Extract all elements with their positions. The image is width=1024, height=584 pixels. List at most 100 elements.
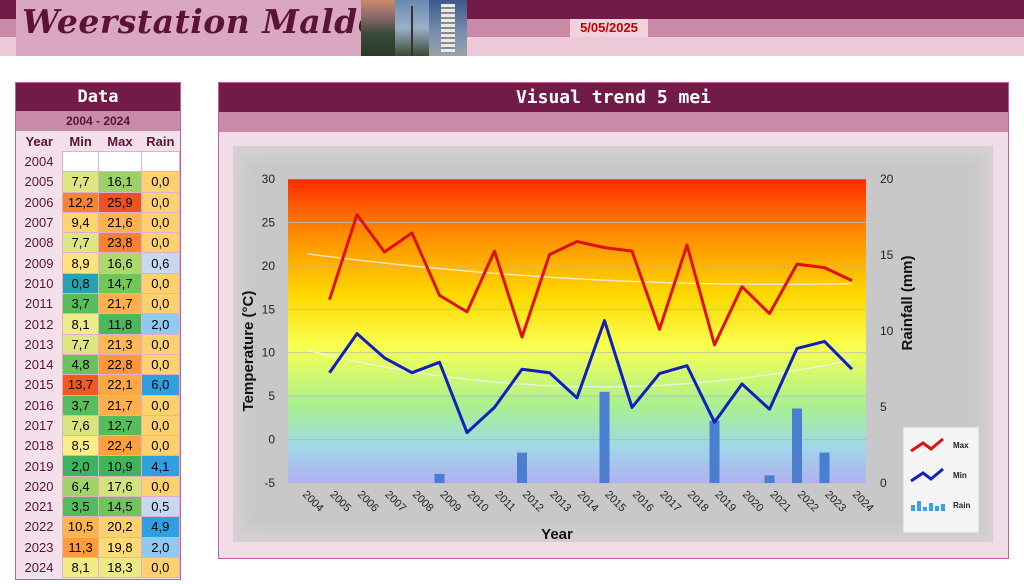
cell-max: 21,3 — [98, 333, 142, 355]
x-tick-label: 2018 — [685, 489, 711, 515]
cell-year: 2019 — [16, 455, 63, 477]
cell-rain: 0,0 — [140, 414, 181, 437]
x-tick-label: 2013 — [547, 489, 573, 515]
x-tick-label: 2014 — [575, 489, 601, 515]
x-tick-label: 2020 — [740, 489, 766, 515]
cell-year: 2005 — [16, 171, 63, 193]
cell-min: 11,3 — [61, 536, 100, 558]
cell-year: 2009 — [16, 252, 63, 274]
legend-swatch-rain-bar — [923, 507, 927, 511]
y-tick-label: 15 — [262, 302, 276, 316]
x-tick-label: 2024 — [850, 489, 876, 515]
cell-year: 2007 — [16, 212, 63, 233]
cell-min: 7,7 — [61, 333, 100, 355]
header-title-block — [16, 0, 361, 56]
legend-swatch-rain-bar — [929, 503, 933, 511]
legend-box — [902, 426, 980, 534]
table-row: 2005 7,7 16,1 0,0 — [16, 171, 181, 193]
y-tick-label: 0 — [268, 433, 275, 447]
stevenson-screen-photo — [429, 0, 467, 56]
y2-tick-label: 5 — [880, 400, 887, 414]
cell-rain: 0,0 — [140, 211, 181, 234]
column-header-max: Max — [107, 133, 133, 149]
current-date: 5/05/2025 — [570, 19, 648, 37]
cell-rain: 6,0 — [140, 374, 181, 396]
y-tick-label: -5 — [264, 476, 275, 490]
cell-min: 12,2 — [61, 191, 100, 213]
table-row: 2019 2,0 10,9 4,1 — [16, 455, 181, 477]
x-tick-label: 2012 — [520, 489, 546, 515]
table-row: 2008 7,7 23,8 0,0 — [16, 232, 181, 254]
rain-bar — [599, 391, 610, 483]
chart-panel-subband — [219, 112, 1008, 132]
table-row: 2007 9,4 21,6 0,0 — [16, 211, 181, 234]
chart-panel: Visual trend 5 mei -5 0 5 10 15 20 25 30 0 5 10 15 — [218, 82, 1009, 559]
column-header-year: Year — [25, 133, 53, 149]
legend-label-rain: Rain — [953, 501, 970, 510]
cell-max: 22,4 — [98, 435, 142, 457]
legend-label-max: Max — [953, 441, 969, 450]
x-tick-label: 2006 — [355, 489, 381, 515]
cell-year: 2010 — [16, 273, 63, 294]
cell-rain: 0,0 — [140, 232, 181, 254]
table-row: 2024 8,1 18,3 0,0 — [16, 556, 181, 579]
cell-rain: 0,0 — [140, 475, 181, 498]
y-tick-label: 20 — [262, 259, 276, 273]
x-tick-label: 2010 — [465, 489, 491, 515]
cell-year: 2022 — [16, 516, 63, 538]
cell-rain: 0,0 — [140, 394, 181, 416]
cell-year: 2016 — [16, 395, 63, 416]
cell-rain: 0,0 — [140, 293, 181, 315]
cell-min: 7,7 — [61, 232, 100, 254]
cell-min: 8,1 — [61, 556, 100, 579]
x-tick-label: 2023 — [822, 489, 848, 515]
x-tick-label: 2008 — [410, 489, 436, 515]
table-row: 2015 13,7 22,1 6,0 — [16, 374, 181, 396]
table-row: 2021 3,5 14,5 0,5 — [16, 496, 181, 518]
table-row: 2017 7,6 12,7 0,0 — [16, 414, 181, 437]
cell-rain: 0,0 — [140, 353, 181, 376]
table-row: 2011 3,7 21,7 0,0 — [16, 293, 181, 315]
x-tick-label: 2019 — [712, 489, 738, 515]
cell-min: 3,5 — [61, 496, 100, 518]
cell-max: 23,8 — [98, 232, 142, 254]
cell-year: 2011 — [16, 293, 63, 314]
table-row: 2004 — [16, 150, 181, 173]
sunset-photo — [361, 0, 395, 56]
rain-bar — [709, 420, 720, 483]
cell-max: 18,3 — [98, 556, 142, 579]
column-header-rain: Rain — [146, 133, 175, 149]
x-tick-label: 2009 — [437, 489, 463, 515]
x-tick-label: 2011 — [492, 489, 517, 514]
cell-min: 3,7 — [61, 394, 100, 416]
x-tick-label: 2022 — [795, 489, 821, 515]
cell-max: 10,9 — [98, 455, 142, 477]
table-row: 2016 3,7 21,7 0,0 — [16, 394, 181, 416]
cell-year: 2024 — [16, 557, 63, 578]
cell-min: 4,8 — [61, 353, 100, 376]
cell-max: 21,7 — [98, 293, 142, 315]
header-photos — [361, 0, 467, 56]
rain-bar — [517, 452, 527, 483]
cell-max: 22,8 — [98, 353, 142, 376]
cell-max: 11,8 — [98, 313, 142, 335]
cell-min — [61, 150, 100, 173]
cell-rain: 0,6 — [140, 252, 181, 274]
cell-max: 16,6 — [98, 252, 142, 274]
y-axis-title: Temperature (°C) — [240, 291, 257, 412]
table-row: 2023 11,3 19,8 2,0 — [16, 536, 181, 558]
data-range: 2004 - 2024 — [16, 111, 180, 131]
x-tick-label: 2021 — [767, 489, 793, 515]
cell-max: 19,8 — [98, 536, 142, 558]
table-row: 2020 6,4 17,6 0,0 — [16, 475, 181, 498]
cell-max: 14,5 — [98, 496, 142, 518]
cell-rain — [140, 150, 181, 173]
legend-swatch-max — [910, 437, 944, 453]
cell-max: 20,2 — [98, 516, 142, 538]
data-panel-title: Data — [16, 83, 180, 111]
cell-rain: 0,5 — [140, 496, 181, 518]
plot-area — [288, 179, 866, 483]
x-tick-label: 2015 — [602, 489, 628, 515]
cell-min: 8,1 — [61, 313, 100, 335]
legend-swatch-rain-bar — [917, 501, 921, 511]
